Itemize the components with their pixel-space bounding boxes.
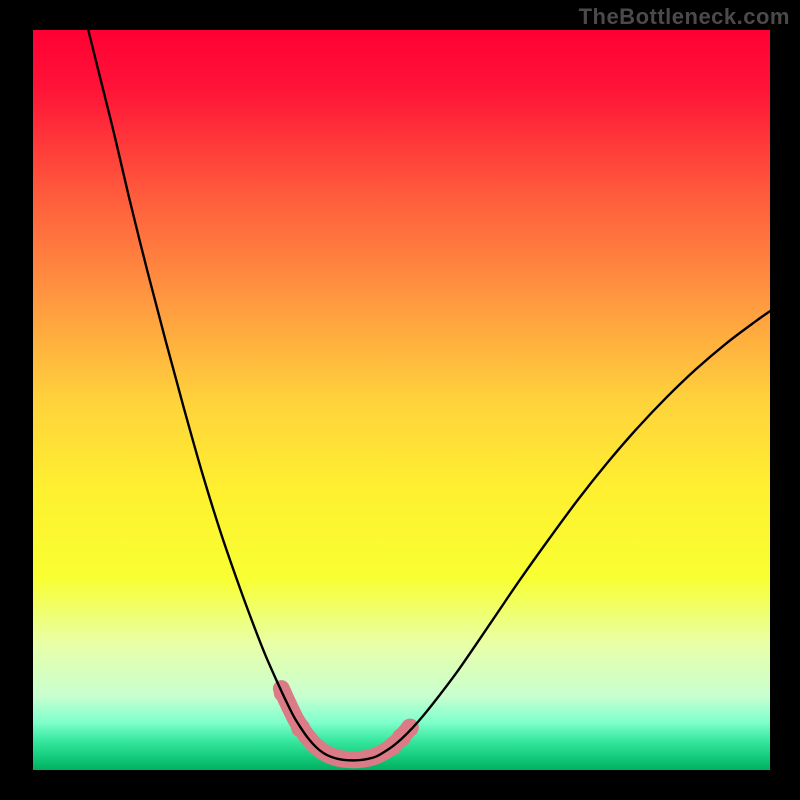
highlight-end-dot <box>401 719 419 737</box>
chart-svg <box>33 30 770 770</box>
gradient-background <box>33 30 770 770</box>
chart-frame <box>33 30 770 770</box>
watermark-label: TheBottleneck.com <box>579 4 790 30</box>
